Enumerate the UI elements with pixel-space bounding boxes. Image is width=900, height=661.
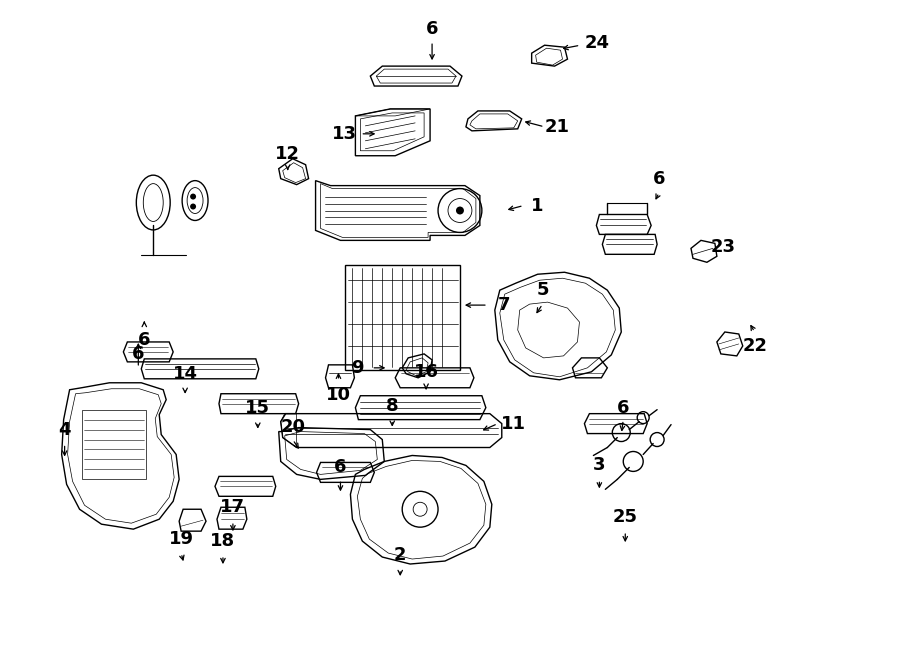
Text: 6: 6: [334, 459, 346, 477]
Text: 6: 6: [138, 331, 150, 349]
Text: 15: 15: [246, 399, 270, 416]
Text: 14: 14: [173, 365, 198, 383]
Text: 25: 25: [613, 508, 638, 526]
Text: 7: 7: [498, 296, 510, 314]
Text: 6: 6: [652, 170, 665, 188]
Text: 18: 18: [211, 532, 236, 550]
Text: 6: 6: [132, 345, 145, 363]
Text: 5: 5: [536, 281, 549, 299]
Text: 19: 19: [168, 530, 194, 548]
Text: 24: 24: [585, 34, 610, 52]
Text: 23: 23: [710, 239, 735, 256]
Circle shape: [190, 194, 196, 200]
Text: 16: 16: [414, 363, 438, 381]
Text: 11: 11: [501, 414, 526, 432]
Text: 4: 4: [58, 420, 71, 439]
Text: 13: 13: [332, 125, 357, 143]
Text: 8: 8: [386, 397, 399, 414]
Text: 12: 12: [275, 145, 301, 163]
Text: 21: 21: [545, 118, 570, 136]
Text: 20: 20: [280, 418, 305, 436]
Text: 17: 17: [220, 498, 246, 516]
Text: 6: 6: [426, 20, 438, 38]
Text: 6: 6: [617, 399, 629, 416]
Text: 1: 1: [531, 196, 544, 215]
Text: 9: 9: [351, 359, 364, 377]
Text: 10: 10: [326, 386, 351, 404]
Circle shape: [190, 204, 196, 210]
Text: 22: 22: [742, 337, 767, 355]
Text: 3: 3: [593, 457, 606, 475]
Circle shape: [456, 206, 464, 214]
Text: 2: 2: [394, 546, 407, 564]
